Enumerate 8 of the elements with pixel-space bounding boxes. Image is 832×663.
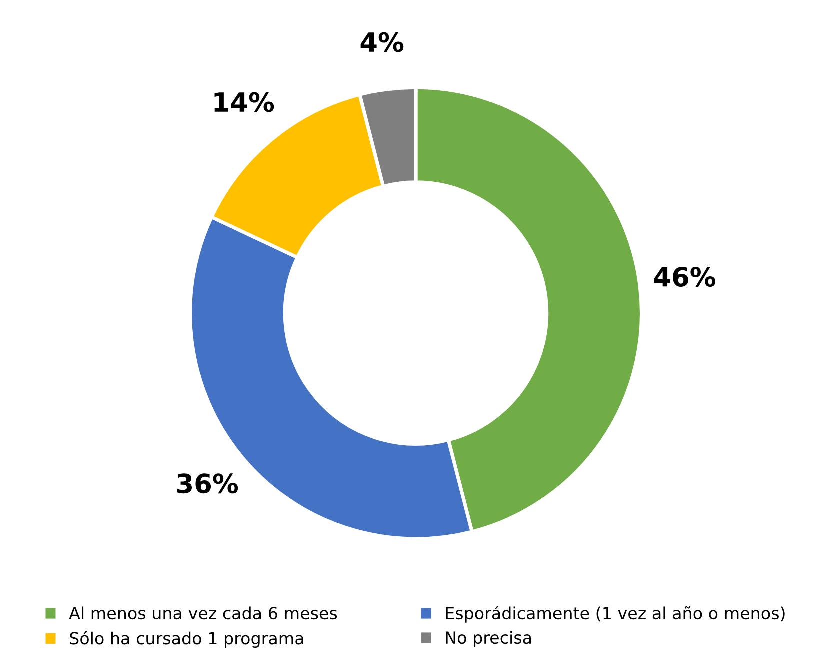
data-label: 4% <box>360 32 404 52</box>
legend-label: Sólo ha cursado 1 programa <box>70 631 304 648</box>
legend-label: Al menos una vez cada 6 meses <box>69 606 338 620</box>
legend-label: No precisa <box>446 631 532 648</box>
data-label: 14% <box>214 92 274 112</box>
data-label: 46% <box>654 267 716 288</box>
legend-label: Esporádicamente (1 vez al año o menos) <box>446 606 785 623</box>
data-label: 36% <box>177 474 238 494</box>
